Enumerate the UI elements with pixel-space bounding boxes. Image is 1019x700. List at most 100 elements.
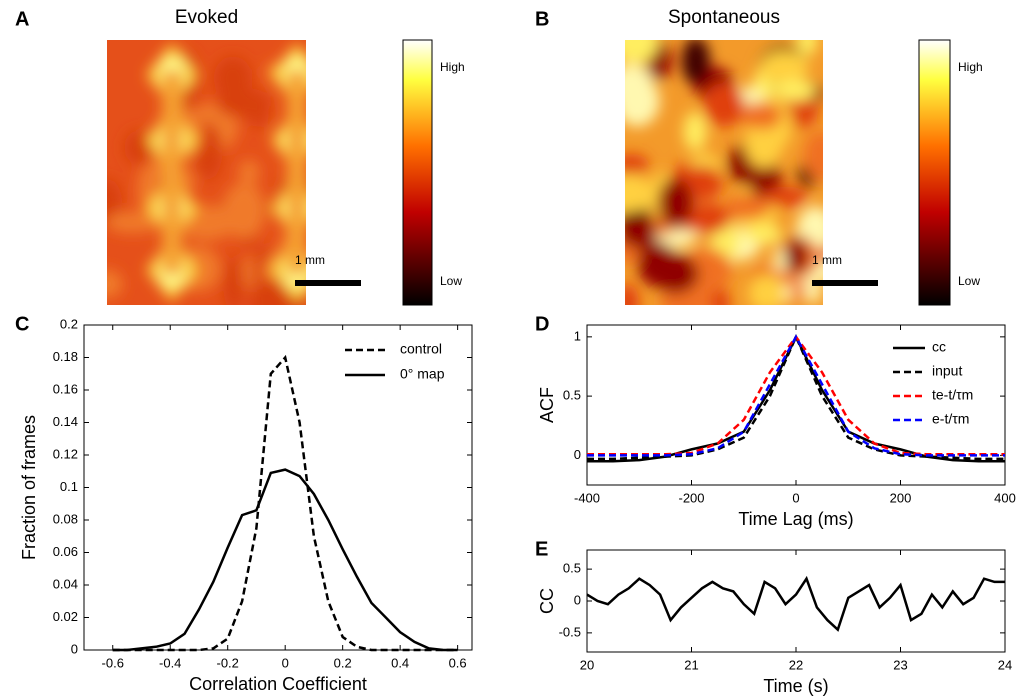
data-line <box>587 333 1005 461</box>
legend-label: control <box>400 341 442 357</box>
heatmap-patch <box>637 241 678 287</box>
x-tick-label: 0.6 <box>449 655 467 670</box>
heatmap-patch <box>725 194 771 220</box>
hotspot-column <box>287 70 306 275</box>
heatmap-patch <box>686 248 732 291</box>
y-tick-label: 0 <box>574 447 581 462</box>
heatmap-patch <box>703 82 745 127</box>
y-tick-label: 0.2 <box>60 316 78 331</box>
heatmap-patch <box>773 79 816 102</box>
heatmap-patch <box>710 287 730 305</box>
heatmap-patch <box>238 159 260 185</box>
panel-label: A <box>15 8 29 30</box>
data-line <box>586 575 1005 632</box>
heatmap-patch <box>625 64 654 108</box>
y-axis-label: ACF <box>537 387 557 423</box>
x-tick-label: -0.2 <box>217 655 239 670</box>
x-tick-label: 0.2 <box>334 655 352 670</box>
heatmap-patch <box>625 216 658 249</box>
heatmap-patch <box>764 186 808 208</box>
heatmap-patch <box>784 237 809 274</box>
x-tick-label: 23 <box>893 657 907 672</box>
y-tick-label: 0 <box>71 641 78 656</box>
x-tick-label: -0.6 <box>102 655 124 670</box>
y-tick-label: 0.1 <box>60 479 78 494</box>
x-tick-label: 0 <box>792 490 799 505</box>
heatmap-texture <box>107 43 306 305</box>
data-line <box>112 354 458 652</box>
y-tick-label: 0 <box>574 592 581 607</box>
x-axis-label: Correlation Coefficient <box>189 674 367 694</box>
heatmap-patch <box>657 177 694 228</box>
heatmap-patch <box>681 40 711 85</box>
y-tick-label: 0.12 <box>53 446 78 461</box>
y-tick-label: -0.5 <box>559 624 581 639</box>
x-tick-label: 200 <box>890 490 912 505</box>
y-tick-label: 0.04 <box>53 576 78 591</box>
colorbar-label: Low <box>440 274 462 288</box>
heatmap-patch <box>625 283 639 305</box>
x-axis-label: Time Lag (ms) <box>738 509 853 529</box>
panel-title: Evoked <box>175 7 238 28</box>
panel-label: B <box>535 8 549 30</box>
heatmap-patch <box>625 153 649 176</box>
data-line <box>587 334 1005 457</box>
y-axis-label: CC <box>537 588 557 614</box>
x-tick-label: 0.4 <box>391 655 409 670</box>
heatmap-patch <box>625 173 653 213</box>
axes-frame <box>586 549 1006 653</box>
heatmap-patch <box>107 269 123 299</box>
heatmap-texture <box>625 40 823 305</box>
heatmap-patch <box>748 274 785 305</box>
heatmap-patch <box>803 283 822 303</box>
y-tick-label: 0.02 <box>53 609 78 624</box>
heatmap-patch <box>803 130 823 182</box>
y-tick-label: 0.18 <box>53 349 78 364</box>
x-tick-label: -0.4 <box>159 655 181 670</box>
y-tick-label: 0.14 <box>53 414 78 429</box>
heatmap-patch <box>741 101 783 130</box>
colorbar-label: High <box>958 60 983 74</box>
heatmap-patch <box>683 111 707 151</box>
colorbar-label: High <box>440 60 465 74</box>
hotspot-column <box>162 70 182 275</box>
x-tick-label: 21 <box>684 657 698 672</box>
x-axis-label: Time (s) <box>763 676 828 696</box>
y-tick-label: 1 <box>574 328 581 343</box>
y-tick-label: 0.06 <box>53 544 78 559</box>
heatmap-patch <box>625 40 659 65</box>
colorbar-label: Low <box>958 274 980 288</box>
heatmap-patch <box>223 256 245 305</box>
legend-label: cc <box>932 339 946 355</box>
panel-title: Spontaneous <box>668 7 780 28</box>
legend-label: 0° map <box>400 366 445 382</box>
data-line <box>112 468 458 652</box>
x-tick-label: 24 <box>998 657 1012 672</box>
y-tick-label: 0.5 <box>563 561 581 576</box>
x-tick-label: 0 <box>282 655 289 670</box>
scale-bar-label: 1 mm <box>812 253 842 267</box>
heatmap <box>625 40 823 305</box>
heatmap-patch <box>796 40 818 56</box>
x-tick-label: 20 <box>580 657 594 672</box>
y-axis-label: Fraction of frames <box>19 415 39 560</box>
x-tick-label: -400 <box>574 490 600 505</box>
heatmap <box>107 40 306 305</box>
heatmap-patch <box>216 88 272 118</box>
panel-label: D <box>535 313 549 335</box>
y-tick-label: 0.16 <box>53 381 78 396</box>
x-tick-label: -200 <box>678 490 704 505</box>
x-tick-label: 22 <box>789 657 803 672</box>
legend-label: input <box>932 363 962 379</box>
colorbar <box>402 39 433 306</box>
panel-label: C <box>15 313 29 335</box>
y-tick-label: 0.5 <box>563 388 581 403</box>
x-tick-label: 400 <box>994 490 1016 505</box>
heatmap-patch <box>107 211 161 234</box>
heatmap-patch <box>759 50 809 85</box>
legend-label: e-t/τm <box>932 411 969 427</box>
legend-label: te-t/τm <box>932 387 973 403</box>
heatmap-patch <box>745 224 783 245</box>
scale-bar-label: 1 mm <box>295 253 325 267</box>
